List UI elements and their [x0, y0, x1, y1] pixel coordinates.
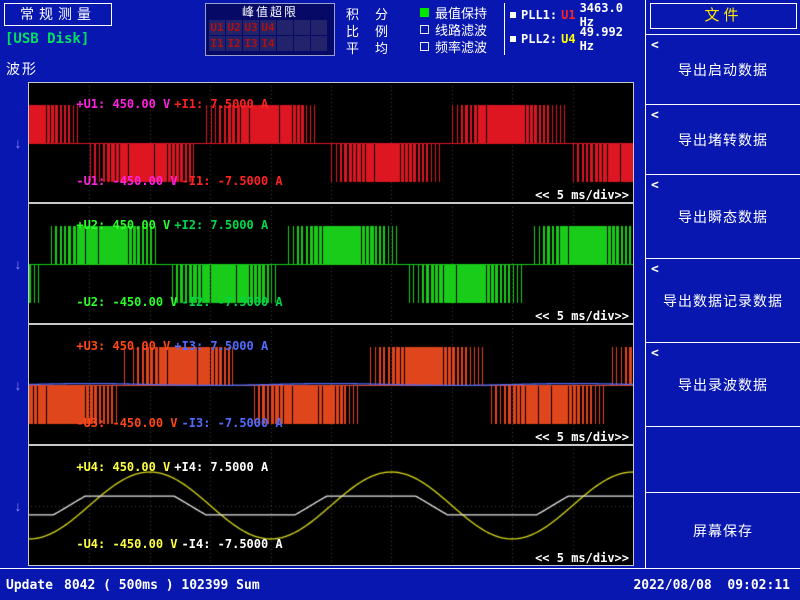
- sidebar-item-export-stall-data[interactable]: < 导出堵转数据: [646, 104, 800, 174]
- peak-cell-u2: U2: [226, 20, 242, 35]
- pll2-row: PLL2: U4 49.992 Hz: [510, 27, 640, 51]
- channel-pos-u-label: +U4: 450.00 V: [76, 460, 170, 474]
- sidebar-item-screen-save[interactable]: 屏幕保存: [646, 492, 800, 568]
- peak-cell-empty: [277, 36, 293, 51]
- channel-bottom-labels: -U2: -450.00 V -I2: -7.5000 A: [33, 281, 287, 323]
- channel-pos-i-label: +I1: 7.5000 A: [174, 97, 268, 111]
- channel-neg-i-label: -I4: -7.5000 A: [182, 537, 283, 551]
- peak-cell-u1: U1: [209, 20, 225, 35]
- channel-pos-i-label: +I3: 7.5000 A: [174, 339, 268, 353]
- peak-cell-empty: [311, 36, 327, 51]
- pll2-label: PLL2:: [521, 32, 557, 46]
- chevron-left-icon: <: [651, 108, 659, 123]
- peak-cell-u3: U3: [243, 20, 259, 35]
- update-label: Update: [6, 578, 53, 593]
- waveform-channel-4: +U4: 450.00 V +I4: 7.5000 A -U4: -450.00 …: [28, 445, 634, 566]
- channel-neg-i-label: -I3: -7.5000 A: [182, 416, 283, 430]
- peak-cell-i3: I3: [243, 36, 259, 51]
- peak-cell-empty: [277, 20, 293, 35]
- sidebar-item-export-waverecord-data[interactable]: < 导出录波数据: [646, 342, 800, 426]
- peak-cell-u4: U4: [260, 20, 276, 35]
- peak-current-row: I1 I2 I3 I4: [209, 36, 334, 51]
- channel-pos-u-label: +U2: 450.00 V: [76, 218, 170, 232]
- channel-bottom-labels: -U4: -450.00 V -I4: -7.5000 A: [33, 523, 287, 565]
- sidebar-item-export-datalog-data[interactable]: < 导出数据记录数据: [646, 258, 800, 342]
- zero-position-arrow-icon: ↓: [10, 135, 26, 151]
- file-menu-title[interactable]: 文件: [650, 3, 797, 29]
- toggle-list: 最值保持 线路滤波 频率滤波: [420, 4, 487, 55]
- zero-position-arrow-icon: ↓: [10, 377, 26, 393]
- timebase-label: << 5 ms/div>>: [535, 551, 629, 565]
- timebase-label: << 5 ms/div>>: [535, 309, 629, 323]
- timebase-label: << 5 ms/div>>: [535, 430, 629, 444]
- channel-neg-u-label: -U4: -450.00 V: [76, 537, 177, 551]
- bullet-icon: [510, 36, 516, 42]
- mode-scale: 比 例: [346, 21, 388, 38]
- chevron-left-icon: <: [651, 262, 659, 277]
- channel-neg-u-label: -U1: -450.00 V: [76, 174, 177, 188]
- channel-pos-u-label: +U1: 450.00 V: [76, 97, 170, 111]
- usb-disk-indicator: [USB Disk]: [5, 31, 89, 47]
- power-analyzer-screen: 常规测量 [USB Disk] 波形 峰值超限 U1 U2 U3 U4 I1 I…: [0, 0, 800, 600]
- channel-top-labels: +U4: 450.00 V +I4: 7.5000 A: [33, 446, 272, 488]
- waveform-channel-2: +U2: 450.00 V +I2: 7.5000 A -U2: -450.00 …: [28, 203, 634, 324]
- peak-cell-empty: [294, 36, 310, 51]
- channel-pos-i-label: +I4: 7.5000 A: [174, 460, 268, 474]
- peak-cell-i4: I4: [260, 36, 276, 51]
- channel-top-labels: +U1: 450.00 V +I1: 7.5000 A: [33, 83, 272, 125]
- mode-list: 积 分 比 例 平 均: [346, 4, 388, 55]
- datetime-label: 2022/08/08 09:02:11: [633, 578, 790, 593]
- peak-over-limit-panel: 峰值超限 U1 U2 U3 U4 I1 I2 I3 I4: [205, 3, 335, 56]
- sidebar-item-empty: [646, 426, 800, 492]
- status-bar: Update 8042 ( 500ms ) 102399 Sum 2022/08…: [0, 568, 800, 600]
- update-counter: 8042 ( 500ms ) 102399 Sum: [64, 578, 260, 593]
- channel-neg-u-label: -U3: -450.00 V: [76, 416, 177, 430]
- zero-position-arrow-icon: ↓: [10, 256, 26, 272]
- toggle-square-1: [420, 25, 429, 34]
- toggle-square-2: [420, 42, 429, 51]
- channel-pos-u-label: +U3: 450.00 V: [76, 339, 170, 353]
- peak-cell-i2: I2: [226, 36, 242, 51]
- waveform-channel-1: +U1: 450.00 V +I1: 7.5000 A -U1: -450.00 …: [28, 82, 634, 203]
- pll-source-0: U1: [561, 8, 575, 22]
- channel-top-labels: +U2: 450.00 V +I2: 7.5000 A: [33, 204, 272, 246]
- channel-pos-i-label: +I2: 7.5000 A: [174, 218, 268, 232]
- peak-cell-empty: [311, 20, 327, 35]
- peak-cell-i1: I1: [209, 36, 225, 51]
- chevron-left-icon: <: [651, 346, 659, 361]
- peak-voltage-row: U1 U2 U3 U4: [209, 20, 334, 35]
- mode-integration: 积 分: [346, 4, 388, 21]
- chevron-left-icon: <: [651, 178, 659, 193]
- channel-neg-i-label: -I1: -7.5000 A: [182, 174, 283, 188]
- toggle-line-filter: 线路滤波: [420, 21, 487, 38]
- mode-average: 平 均: [346, 38, 388, 55]
- pll-readout-panel: PLL1: U1 3463.0 Hz PLL2: U4 49.992 Hz: [504, 3, 640, 55]
- waveform-section-label: 波形: [6, 59, 38, 79]
- channel-top-labels: +U3: 450.00 V +I3: 7.5000 A: [33, 325, 272, 367]
- zero-position-arrow-icon: ↓: [10, 498, 26, 514]
- sidebar-item-export-start-data[interactable]: < 导出启动数据: [646, 34, 800, 104]
- bullet-icon: [510, 12, 516, 18]
- measurement-mode-indicator: 常规测量: [4, 3, 112, 26]
- channel-bottom-labels: -U3: -450.00 V -I3: -7.5000 A: [33, 402, 287, 444]
- file-menu-sidebar: 文件 < 导出启动数据 < 导出堵转数据 < 导出瞬态数据 < 导出数据记录数据…: [645, 0, 800, 568]
- channel-bottom-labels: -U1: -450.00 V -I1: -7.5000 A: [33, 160, 287, 202]
- peak-cell-empty: [294, 20, 310, 35]
- toggle-peak-hold: 最值保持: [420, 4, 487, 21]
- waveform-channel-3: +U3: 450.00 V +I3: 7.5000 A -U3: -450.00 …: [28, 324, 634, 445]
- pll2-value: 49.992 Hz: [580, 25, 640, 53]
- sidebar-item-export-transient-data[interactable]: < 导出瞬态数据: [646, 174, 800, 258]
- pll1-row: PLL1: U1 3463.0 Hz: [510, 3, 640, 27]
- channel-neg-i-label: -I2: -7.5000 A: [182, 295, 283, 309]
- pll-source-1: U4: [561, 32, 575, 46]
- toggle-square-0: [420, 8, 429, 17]
- channel-neg-u-label: -U2: -450.00 V: [76, 295, 177, 309]
- peak-over-limit-title: 峰值超限: [206, 4, 334, 20]
- pll1-label: PLL1:: [521, 8, 557, 22]
- toggle-frequency-filter: 频率滤波: [420, 38, 487, 55]
- chevron-left-icon: <: [651, 38, 659, 53]
- timebase-label: << 5 ms/div>>: [535, 188, 629, 202]
